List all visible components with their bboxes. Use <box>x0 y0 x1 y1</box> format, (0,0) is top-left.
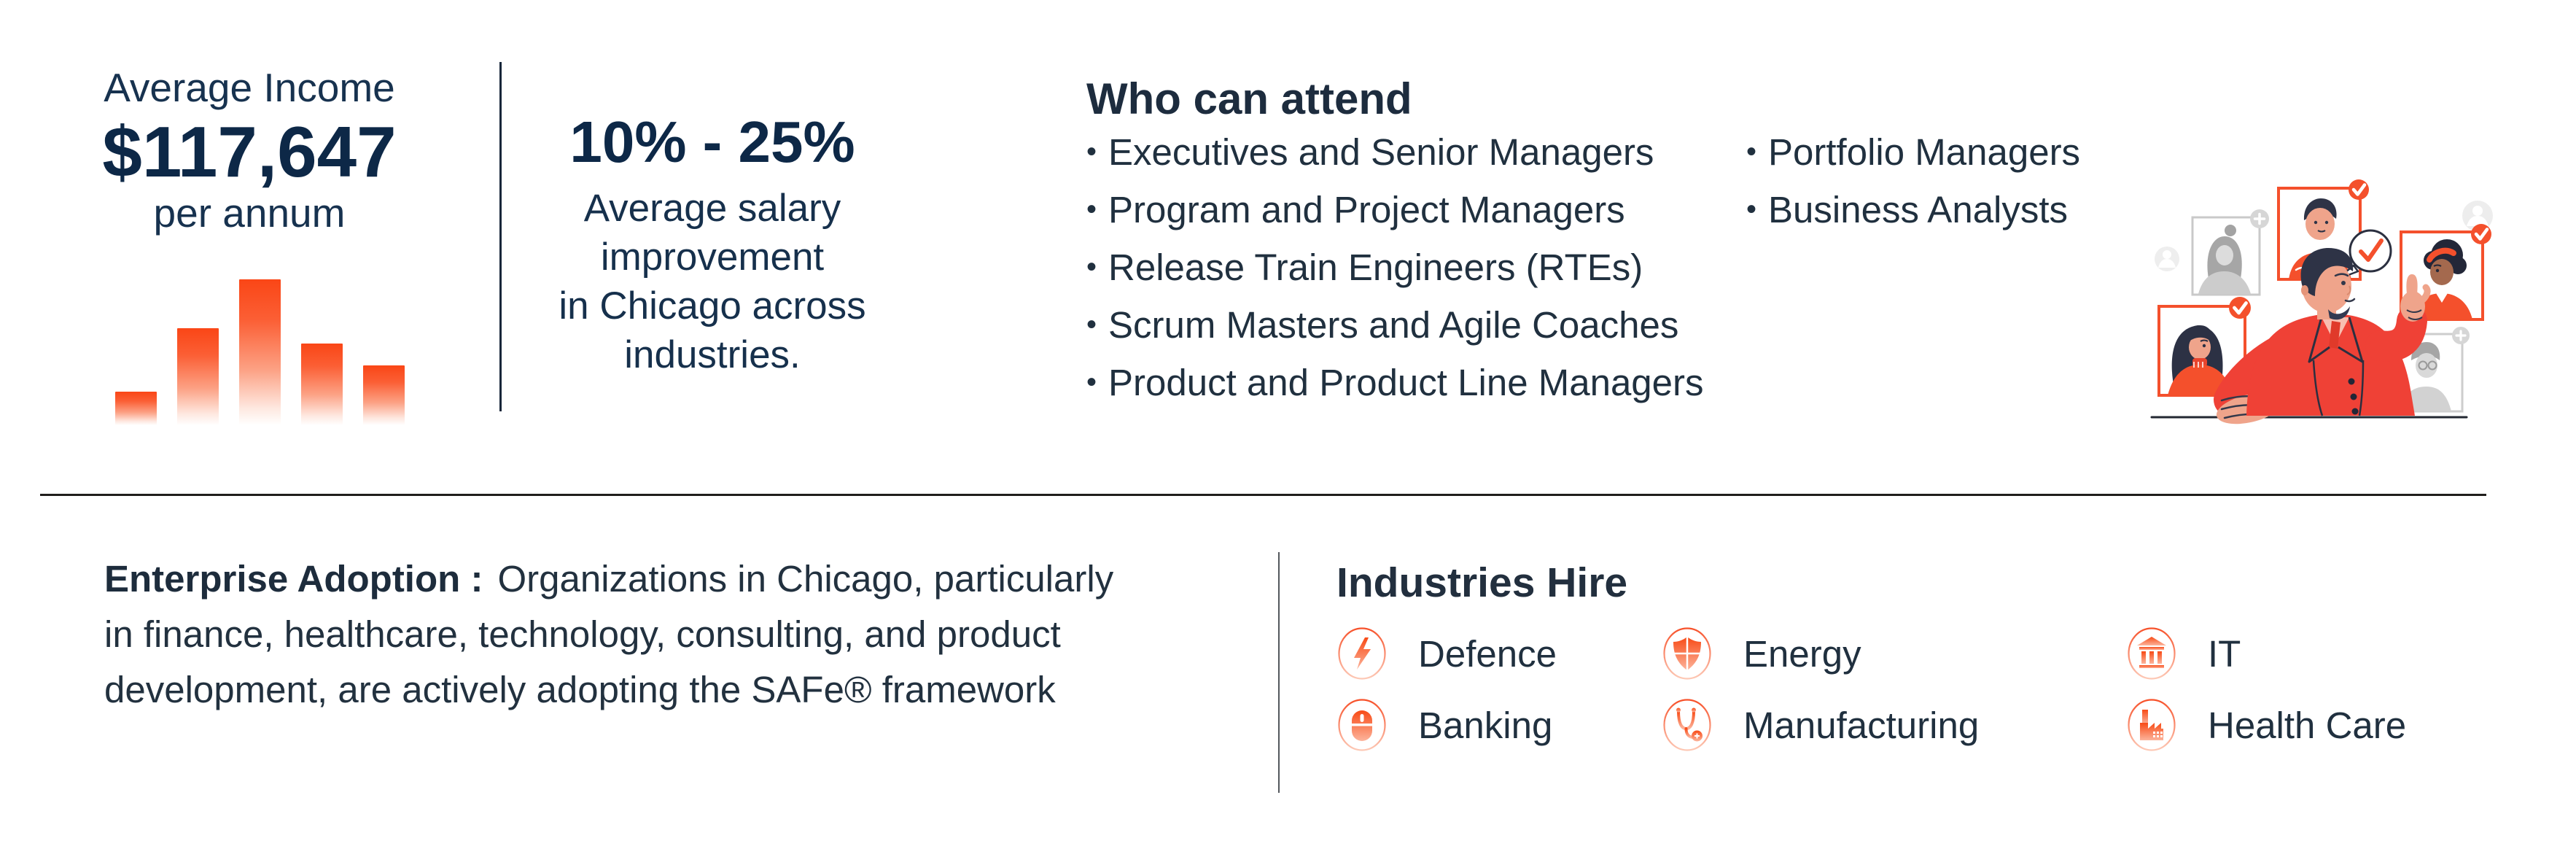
portrait-card-selected <box>2157 297 2251 397</box>
bullet: • <box>1746 193 1757 225</box>
improvement-description: Average salary improvement in Chicago ac… <box>559 187 866 376</box>
attendee-label: Release Train Engineers (RTEs) <box>1108 247 1643 288</box>
bullet: • <box>1086 193 1097 225</box>
check-badge-icon <box>2229 297 2251 319</box>
attend-list-column-2: • Portfolio Managers • Business Analysts <box>1746 133 2080 249</box>
industry-item: Health Care <box>2128 699 2406 751</box>
attendee-item: • Product and Product Line Managers <box>1086 364 1704 401</box>
check-badge-icon <box>2471 224 2491 244</box>
bullet: • <box>1086 136 1097 168</box>
industry-label: Manufacturing <box>1743 704 1980 746</box>
attend-list-column-1: • Executives and Senior Managers • Program… <box>1086 133 1704 422</box>
income-bar <box>239 279 281 425</box>
enterprise-text: Organizations in Chicago, particularly <box>497 558 1114 600</box>
plus-badge-icon <box>2250 209 2269 228</box>
ghost-avatar-icon <box>2462 201 2493 231</box>
horizontal-divider <box>40 494 2486 496</box>
bank-building-icon <box>2128 627 2176 680</box>
attendee-item: • Business Analysts <box>1746 191 2080 228</box>
bullet: • <box>1746 136 1757 168</box>
factory-icon <box>2128 699 2176 751</box>
attendee-label: Executives and Senior Managers <box>1108 131 1654 173</box>
shield-icon <box>1663 627 1711 680</box>
enterprise-title: Enterprise Adoption : <box>104 558 483 600</box>
attendee-item: • Executives and Senior Managers <box>1086 133 1704 171</box>
enterprise-line: development, are actively adopting the S… <box>104 669 1056 710</box>
bullet: • <box>1086 309 1097 341</box>
salary-improvement-stat: 10% - 25% Average salary improvement in … <box>513 109 912 379</box>
stethoscope-icon <box>1663 699 1711 751</box>
attendee-label: Portfolio Managers <box>1768 131 2081 173</box>
attendee-label: Program and Project Managers <box>1108 189 1625 230</box>
enterprise-adoption: Enterprise Adoption : Organizations in Ch… <box>104 551 1271 718</box>
attendee-label: Business Analysts <box>1768 189 2069 230</box>
industry-item: Manufacturing <box>1663 699 1979 751</box>
attendee-item: • Program and Project Managers <box>1086 191 1704 228</box>
income-bar <box>177 328 219 425</box>
bullet: • <box>1086 366 1097 398</box>
portrait-card-gray <box>2191 209 2269 296</box>
income-title: Average Income <box>104 65 395 110</box>
income-value: $117,647 <box>102 112 397 192</box>
industry-label: Banking <box>1418 704 1553 746</box>
enterprise-line: in finance, healthcare, technology, cons… <box>104 613 1061 655</box>
check-badge-icon <box>2349 179 2369 200</box>
attendee-item: • Portfolio Managers <box>1746 133 2080 171</box>
plus-badge-icon <box>2452 327 2470 344</box>
attendee-item: • Scrum Masters and Agile Coaches <box>1086 306 1704 344</box>
bullet: • <box>1086 251 1097 283</box>
industry-label: IT <box>2208 632 2241 675</box>
team-selection-illustration <box>2150 179 2493 424</box>
industry-item: Defence <box>1338 627 1557 680</box>
vertical-divider-top <box>499 62 502 411</box>
ghost-avatar-icon <box>2155 247 2179 271</box>
lightning-bolt-icon <box>1338 627 1386 680</box>
income-unit: per annum <box>153 190 346 236</box>
industry-label: Energy <box>1743 632 1861 675</box>
attendee-label: Scrum Masters and Agile Coaches <box>1108 304 1679 346</box>
industry-item: Banking <box>1338 699 1552 751</box>
attendee-label: Product and Product Line Managers <box>1108 362 1704 403</box>
income-bar <box>115 392 157 425</box>
industry-label: Health Care <box>2208 704 2407 746</box>
income-bar <box>363 365 405 425</box>
attendee-item: • Release Train Engineers (RTEs) <box>1086 249 1704 286</box>
computer-mouse-icon <box>1338 699 1386 751</box>
portrait-card-selected <box>2400 224 2491 321</box>
improvement-value: 10% - 25% <box>569 109 855 174</box>
industries-hire-title: Industries Hire <box>1336 559 1628 606</box>
average-income-stat: Average Income $117,647 per annum <box>45 64 454 236</box>
industry-item: Energy <box>1663 627 1861 680</box>
main-figure <box>2214 247 2431 424</box>
industry-item: IT <box>2128 627 2241 680</box>
vertical-divider-bottom <box>1278 552 1280 793</box>
industry-label: Defence <box>1418 632 1557 675</box>
enterprise-line: Enterprise Adoption : Organizations in Ch… <box>104 551 1271 607</box>
income-bar <box>301 344 343 425</box>
income-bar-chart <box>115 278 408 425</box>
who-can-attend-title: Who can attend <box>1086 74 1412 123</box>
